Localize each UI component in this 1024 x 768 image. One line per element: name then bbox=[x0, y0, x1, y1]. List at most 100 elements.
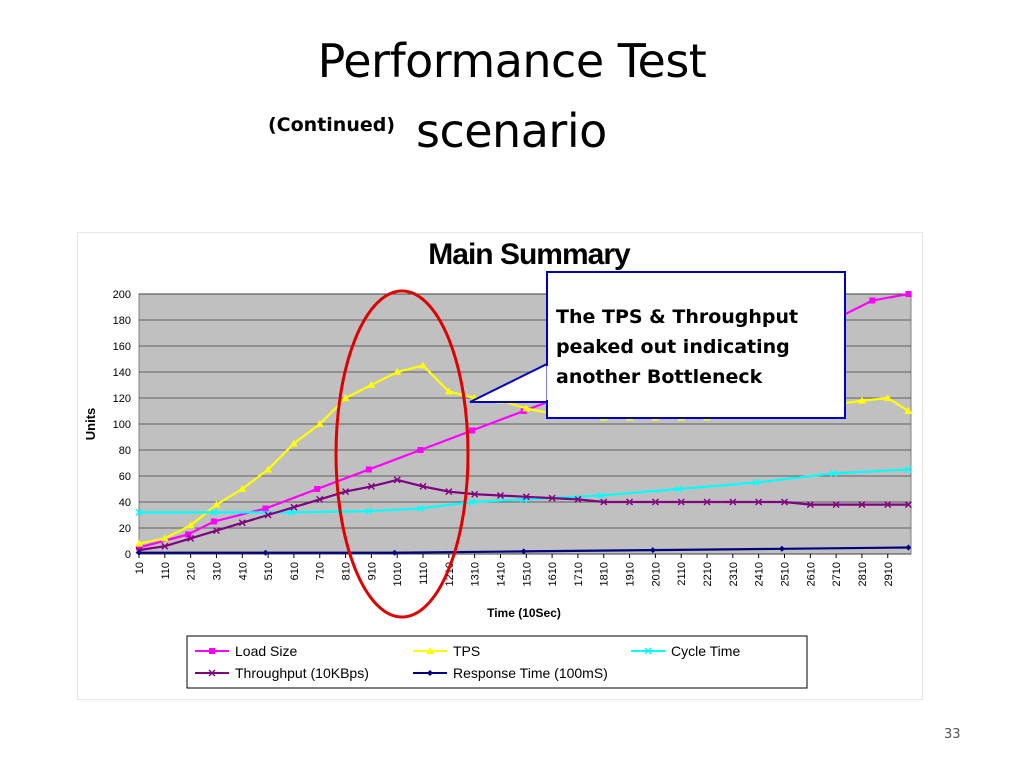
x-tick-label: 1210 bbox=[444, 562, 456, 586]
slide-title-line1: Performance Test bbox=[317, 34, 707, 88]
data-point-throughput-10kbps bbox=[703, 498, 711, 506]
data-point-load-size bbox=[262, 505, 269, 512]
y-tick-label: 180 bbox=[113, 315, 131, 327]
data-point-throughput-10kbps bbox=[316, 495, 324, 503]
data-point-load-size bbox=[905, 291, 912, 297]
data-point-tps bbox=[341, 394, 350, 401]
x-axis-label: Time (10Sec) bbox=[487, 606, 561, 620]
legend-marker-throughput-10kbps bbox=[208, 669, 216, 677]
y-tick-label: 20 bbox=[119, 523, 131, 535]
data-point-tps bbox=[264, 465, 273, 473]
y-tick-label: 100 bbox=[113, 419, 131, 431]
x-tick-label: 1310 bbox=[470, 562, 482, 586]
data-point-response-time-100ms bbox=[262, 549, 269, 556]
y-tick-label: 0 bbox=[125, 549, 131, 561]
x-tick-label: 510 bbox=[263, 562, 275, 580]
data-point-load-size bbox=[365, 466, 372, 473]
data-point-tps bbox=[857, 396, 866, 404]
legend-marker-response-time-100ms bbox=[427, 670, 433, 676]
data-point-tps bbox=[904, 407, 913, 414]
data-point-tps bbox=[238, 485, 247, 492]
callout-box bbox=[546, 271, 846, 419]
data-point-tps bbox=[186, 521, 195, 529]
y-axis-label: Units bbox=[83, 408, 98, 441]
data-point-throughput-10kbps bbox=[471, 490, 479, 498]
x-tick-label: 10 bbox=[134, 562, 146, 574]
x-tick-label: 310 bbox=[211, 562, 223, 580]
x-tick-label: 210 bbox=[186, 562, 198, 580]
data-point-cycle-time bbox=[287, 508, 295, 516]
data-point-throughput-10kbps bbox=[884, 501, 892, 509]
data-point-throughput-10kbps bbox=[548, 494, 556, 502]
chart-svg: Main Summary 0 20 40 60 80 100 120 140 160 180 200… bbox=[77, 232, 923, 700]
data-point-cycle-time bbox=[830, 469, 838, 477]
legend-label-throughput-10kbps: Throughput (10KBps) bbox=[235, 665, 369, 681]
x-tick-label: 2410 bbox=[754, 562, 766, 586]
data-point-throughput-10kbps bbox=[238, 519, 246, 527]
legend-label-tps: TPS bbox=[453, 643, 480, 659]
data-point-tps bbox=[212, 500, 221, 508]
chart: Main Summary 0 20 40 60 80 100 120 140 160 180 200… bbox=[77, 232, 923, 700]
data-point-load-size bbox=[417, 447, 424, 453]
data-point-throughput-10kbps bbox=[832, 501, 840, 509]
x-tick-label: 2010 bbox=[650, 562, 662, 586]
data-point-throughput-10kbps bbox=[496, 492, 504, 499]
data-point-throughput-10kbps bbox=[290, 503, 298, 511]
x-tick-label: 1410 bbox=[495, 562, 507, 586]
data-point-response-time-100ms bbox=[136, 549, 142, 556]
y-tick-label: 120 bbox=[113, 393, 131, 405]
data-point-throughput-10kbps bbox=[904, 501, 912, 509]
x-tick-label: 1810 bbox=[599, 562, 611, 586]
data-point-response-time-100ms bbox=[778, 545, 785, 552]
data-point-cycle-time bbox=[597, 492, 605, 499]
data-point-cycle-time bbox=[468, 498, 476, 506]
data-point-tps bbox=[289, 439, 298, 447]
x-tick-label: 2910 bbox=[883, 562, 895, 586]
data-point-throughput-10kbps bbox=[677, 498, 685, 506]
data-point-cycle-time bbox=[135, 508, 143, 516]
y-tick-label: 200 bbox=[113, 289, 131, 301]
data-point-throughput-10kbps bbox=[626, 498, 634, 506]
x-tick-label: 710 bbox=[315, 562, 327, 580]
legend-marker-load-size bbox=[209, 648, 215, 654]
x-tick-label: 2210 bbox=[702, 562, 714, 586]
data-point-throughput-10kbps bbox=[367, 482, 375, 490]
slide-title-line2: scenario bbox=[416, 104, 607, 158]
data-point-throughput-10kbps bbox=[755, 498, 763, 506]
data-point-throughput-10kbps bbox=[522, 493, 530, 501]
x-tick-label: 2710 bbox=[831, 562, 843, 586]
data-point-load-size bbox=[210, 518, 217, 525]
data-point-throughput-10kbps bbox=[212, 527, 220, 535]
legend-label-response-time-100ms: Response Time (100mS) bbox=[453, 665, 608, 681]
series-throughput-10kbps bbox=[135, 476, 912, 554]
x-tick-label: 2310 bbox=[728, 562, 740, 586]
legend-box bbox=[186, 635, 808, 689]
data-point-tps bbox=[522, 404, 531, 412]
data-point-response-time-100ms bbox=[649, 547, 656, 554]
data-point-throughput-10kbps bbox=[187, 534, 195, 542]
x-tick-label: 810 bbox=[341, 562, 353, 580]
data-point-load-size bbox=[469, 427, 476, 434]
data-point-throughput-10kbps bbox=[806, 501, 814, 509]
legend-marker-cycle-time bbox=[644, 647, 652, 655]
x-tick-label: 1010 bbox=[392, 562, 404, 586]
data-point-tps bbox=[160, 534, 169, 542]
x-tick-label: 910 bbox=[366, 562, 378, 580]
y-tick-label: 140 bbox=[113, 367, 131, 379]
data-point-tps bbox=[367, 381, 376, 388]
data-point-tps bbox=[315, 420, 324, 427]
x-tick-label: 410 bbox=[237, 562, 249, 580]
data-point-tps bbox=[444, 387, 453, 395]
data-point-cycle-time bbox=[365, 507, 373, 515]
legend: Load Size TPS Cycle Time Throughput (10KBps… bbox=[186, 635, 808, 689]
data-point-cycle-time bbox=[416, 505, 424, 512]
x-tick-label: 1710 bbox=[573, 562, 585, 586]
x-tick-label: 1110 bbox=[418, 562, 430, 585]
data-point-response-time-100ms bbox=[905, 544, 912, 551]
x-tick-label: 2610 bbox=[805, 562, 817, 586]
legend-label-load-size: Load Size bbox=[235, 643, 297, 659]
axes: 0 20 40 60 80 100 120 140 160 180 200 10 110 210 310 41… bbox=[113, 289, 895, 586]
data-point-throughput-10kbps bbox=[419, 482, 427, 490]
data-point-throughput-10kbps bbox=[161, 542, 169, 550]
series-response-time-100ms bbox=[136, 544, 912, 556]
